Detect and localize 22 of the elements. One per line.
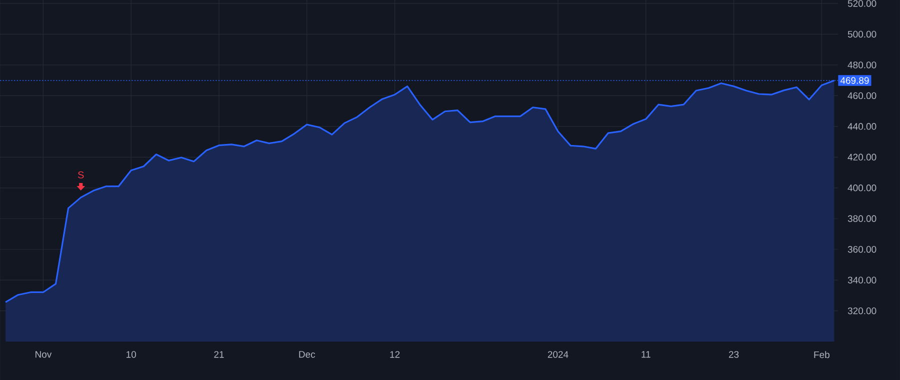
- y-tick-label: 380.00: [848, 215, 876, 222]
- y-tick-label: 320.00: [848, 307, 876, 314]
- x-tick-label: 12: [390, 351, 400, 358]
- y-tick-label: 500.00: [848, 30, 876, 38]
- y-tick-label: 340.00: [848, 276, 876, 284]
- y-tick-label: 400.00: [848, 184, 876, 192]
- annotation: S: [78, 171, 84, 178]
- y-tick-label: 460.00: [848, 92, 876, 100]
- x-tick-label: 21: [214, 351, 224, 358]
- x-tick-label: 2024: [548, 351, 568, 358]
- x-tick-label: 23: [728, 351, 739, 358]
- x-tick-label: Nov: [36, 351, 52, 358]
- ref-line-label: 469.89: [840, 77, 869, 84]
- y-tick-label: 440.00: [848, 123, 876, 130]
- y-tick-label: 420.00: [848, 154, 876, 161]
- x-tick-label: 10: [126, 351, 136, 358]
- x-tick-label: 11: [642, 351, 650, 358]
- y-tick-label: 520.00: [848, 0, 876, 7]
- x-tick-label: Dec: [299, 351, 316, 358]
- y-tick-label: 480.00: [848, 62, 876, 68]
- x-tick-label: Feb: [814, 351, 830, 358]
- y-tick-label: 360.00: [848, 246, 876, 253]
